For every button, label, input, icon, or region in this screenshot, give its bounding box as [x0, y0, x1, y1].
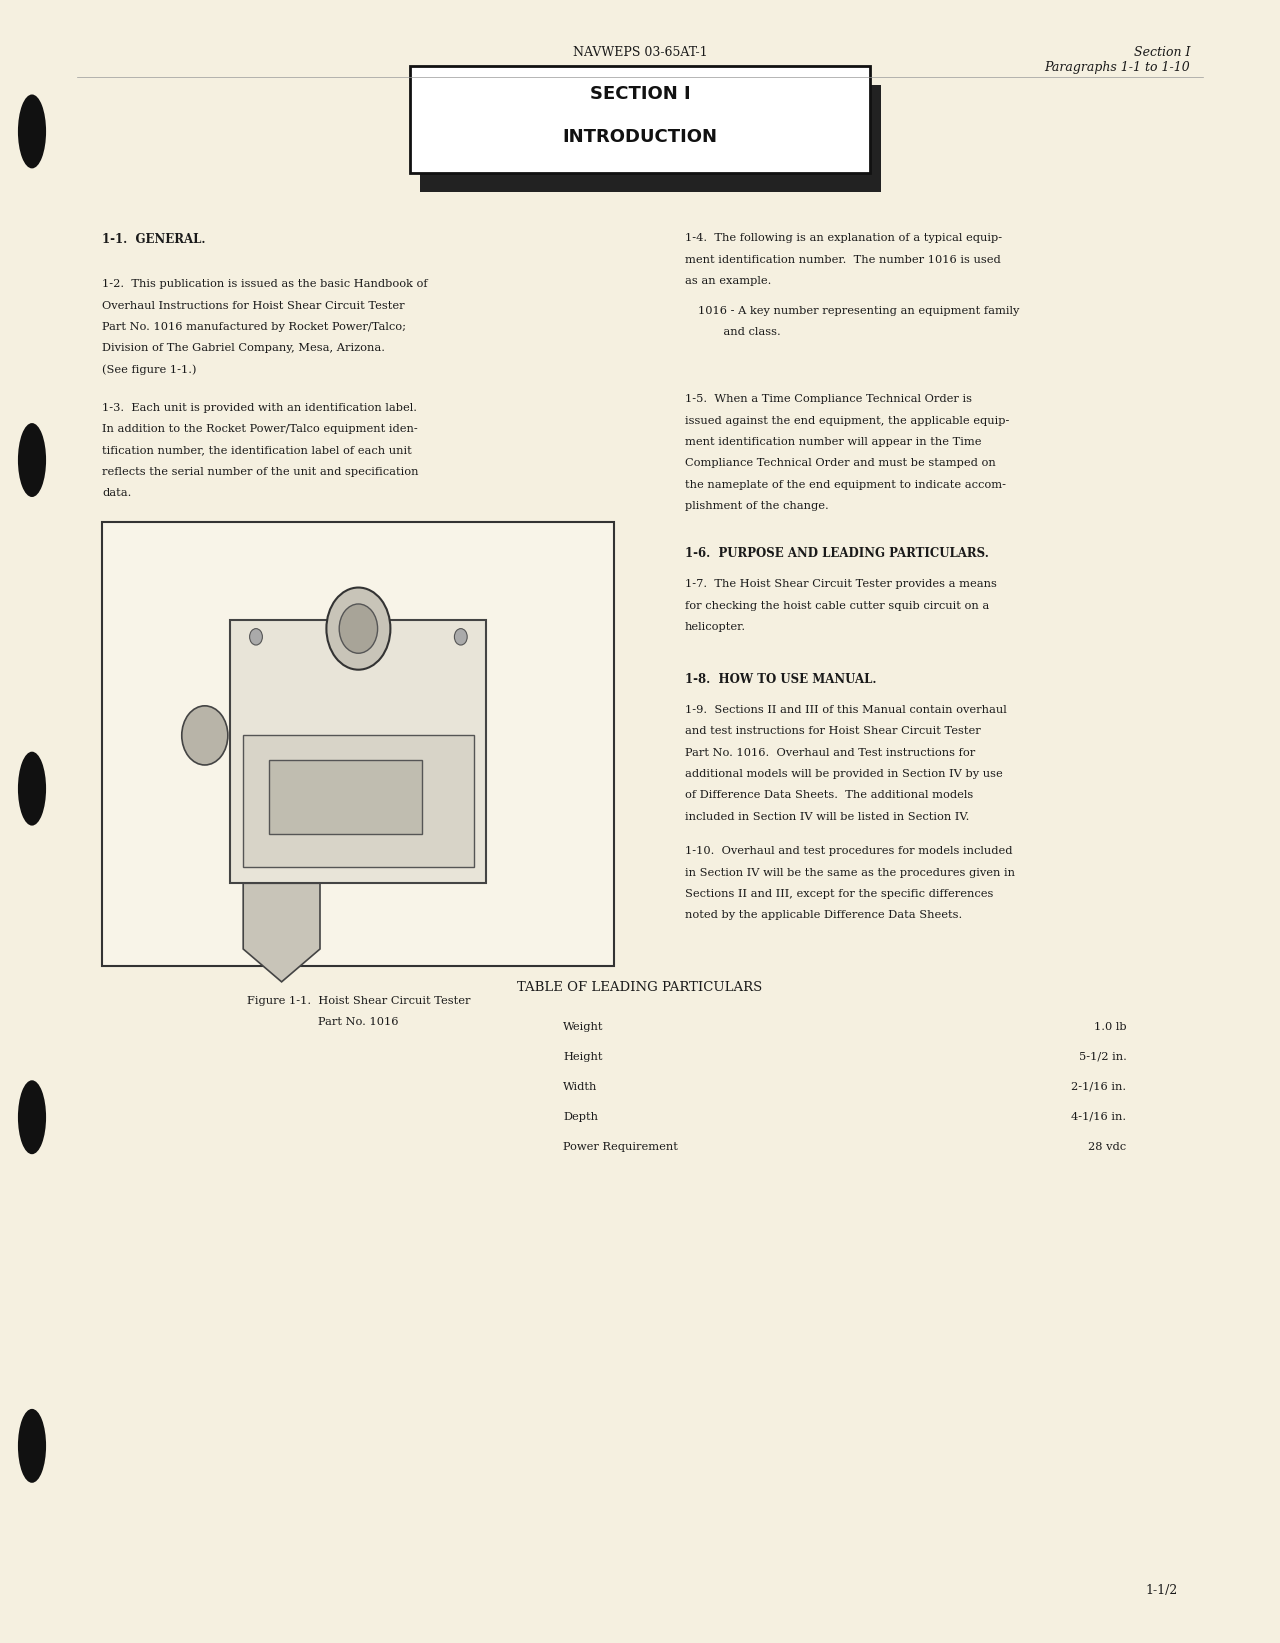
Text: Paragraphs 1-1 to 1-10: Paragraphs 1-1 to 1-10 [1044, 61, 1190, 74]
Text: Part No. 1016.  Overhaul and Test instructions for: Part No. 1016. Overhaul and Test instruc… [685, 748, 975, 757]
Circle shape [250, 629, 262, 646]
FancyBboxPatch shape [420, 85, 881, 192]
Text: In addition to the Rocket Power/Talco equipment iden-: In addition to the Rocket Power/Talco eq… [102, 424, 419, 434]
Circle shape [182, 706, 228, 766]
Text: Division of The Gabriel Company, Mesa, Arizona.: Division of The Gabriel Company, Mesa, A… [102, 343, 385, 353]
Text: additional models will be provided in Section IV by use: additional models will be provided in Se… [685, 769, 1002, 779]
Text: 1-6.  PURPOSE AND LEADING PARTICULARS.: 1-6. PURPOSE AND LEADING PARTICULARS. [685, 547, 988, 560]
Text: Width: Width [563, 1081, 598, 1091]
Text: 28 vdc: 28 vdc [1088, 1142, 1126, 1152]
Text: 1-1/2: 1-1/2 [1146, 1584, 1178, 1597]
Text: (See figure 1-1.): (See figure 1-1.) [102, 365, 197, 375]
Ellipse shape [18, 94, 46, 168]
Text: 1-3.  Each unit is provided with an identification label.: 1-3. Each unit is provided with an ident… [102, 403, 417, 412]
Text: Figure 1-1.  Hoist Shear Circuit Tester: Figure 1-1. Hoist Shear Circuit Tester [247, 996, 470, 1006]
Circle shape [454, 629, 467, 646]
Text: Compliance Technical Order and must be stamped on: Compliance Technical Order and must be s… [685, 458, 996, 468]
Text: ment identification number.  The number 1016 is used: ment identification number. The number 1… [685, 255, 1001, 265]
Bar [230, 621, 486, 884]
Bar [102, 522, 614, 966]
Circle shape [339, 605, 378, 654]
Text: ment identification number will appear in the Time: ment identification number will appear i… [685, 437, 982, 447]
Text: 5-1/2 in.: 5-1/2 in. [1079, 1052, 1126, 1061]
Text: in Section IV will be the same as the procedures given in: in Section IV will be the same as the pr… [685, 868, 1015, 877]
Ellipse shape [18, 1410, 46, 1482]
Text: 2-1/16 in.: 2-1/16 in. [1071, 1081, 1126, 1091]
Text: 1016 - A key number representing an equipment family: 1016 - A key number representing an equi… [698, 306, 1019, 315]
Bar [269, 761, 422, 835]
Text: Sections II and III, except for the specific differences: Sections II and III, except for the spec… [685, 889, 993, 899]
Ellipse shape [18, 752, 46, 825]
Text: Height: Height [563, 1052, 603, 1061]
Bar [243, 736, 474, 868]
Text: TABLE OF LEADING PARTICULARS: TABLE OF LEADING PARTICULARS [517, 981, 763, 994]
Text: reflects the serial number of the unit and specification: reflects the serial number of the unit a… [102, 467, 419, 476]
Text: 1-1.  GENERAL.: 1-1. GENERAL. [102, 233, 206, 246]
FancyBboxPatch shape [410, 66, 870, 173]
Text: Weight: Weight [563, 1022, 604, 1032]
Text: 1-8.  HOW TO USE MANUAL.: 1-8. HOW TO USE MANUAL. [685, 674, 877, 685]
Text: 1-10.  Overhaul and test procedures for models included: 1-10. Overhaul and test procedures for m… [685, 846, 1012, 856]
Text: 1-5.  When a Time Compliance Technical Order is: 1-5. When a Time Compliance Technical Or… [685, 394, 972, 404]
Text: and class.: and class. [698, 327, 781, 337]
Ellipse shape [18, 1081, 46, 1153]
Text: for checking the hoist cable cutter squib circuit on a: for checking the hoist cable cutter squi… [685, 601, 989, 611]
Text: Section I: Section I [1134, 46, 1190, 59]
Text: issued against the end equipment, the applicable equip-: issued against the end equipment, the ap… [685, 416, 1009, 426]
Text: Overhaul Instructions for Hoist Shear Circuit Tester: Overhaul Instructions for Hoist Shear Ci… [102, 301, 404, 311]
Text: as an example.: as an example. [685, 276, 771, 286]
Text: data.: data. [102, 488, 132, 498]
Text: included in Section IV will be listed in Section IV.: included in Section IV will be listed in… [685, 812, 969, 822]
Text: the nameplate of the end equipment to indicate accom-: the nameplate of the end equipment to in… [685, 480, 1006, 490]
Text: Part No. 1016 manufactured by Rocket Power/Talco;: Part No. 1016 manufactured by Rocket Pow… [102, 322, 407, 332]
Text: noted by the applicable Difference Data Sheets.: noted by the applicable Difference Data … [685, 910, 963, 920]
Text: Power Requirement: Power Requirement [563, 1142, 678, 1152]
Text: SECTION I: SECTION I [590, 85, 690, 104]
Text: of Difference Data Sheets.  The additional models: of Difference Data Sheets. The additiona… [685, 790, 973, 800]
Text: NAVWEPS 03-65AT-1: NAVWEPS 03-65AT-1 [572, 46, 708, 59]
Text: plishment of the change.: plishment of the change. [685, 501, 828, 511]
Ellipse shape [18, 422, 46, 496]
Text: Part No. 1016: Part No. 1016 [319, 1017, 398, 1027]
Polygon shape [243, 884, 320, 983]
Text: 1-2.  This publication is issued as the basic Handbook of: 1-2. This publication is issued as the b… [102, 279, 428, 289]
Text: 1.0 lb: 1.0 lb [1094, 1022, 1126, 1032]
Text: 1-7.  The Hoist Shear Circuit Tester provides a means: 1-7. The Hoist Shear Circuit Tester prov… [685, 580, 997, 590]
Text: 1-4.  The following is an explanation of a typical equip-: 1-4. The following is an explanation of … [685, 233, 1002, 243]
Text: Depth: Depth [563, 1112, 598, 1122]
Text: helicopter.: helicopter. [685, 623, 746, 633]
Text: 1-9.  Sections II and III of this Manual contain overhaul: 1-9. Sections II and III of this Manual … [685, 705, 1006, 715]
Text: and test instructions for Hoist Shear Circuit Tester: and test instructions for Hoist Shear Ci… [685, 726, 980, 736]
Text: tification number, the identification label of each unit: tification number, the identification la… [102, 445, 412, 455]
Text: 4-1/16 in.: 4-1/16 in. [1071, 1112, 1126, 1122]
Circle shape [326, 588, 390, 670]
Text: INTRODUCTION: INTRODUCTION [562, 128, 718, 146]
